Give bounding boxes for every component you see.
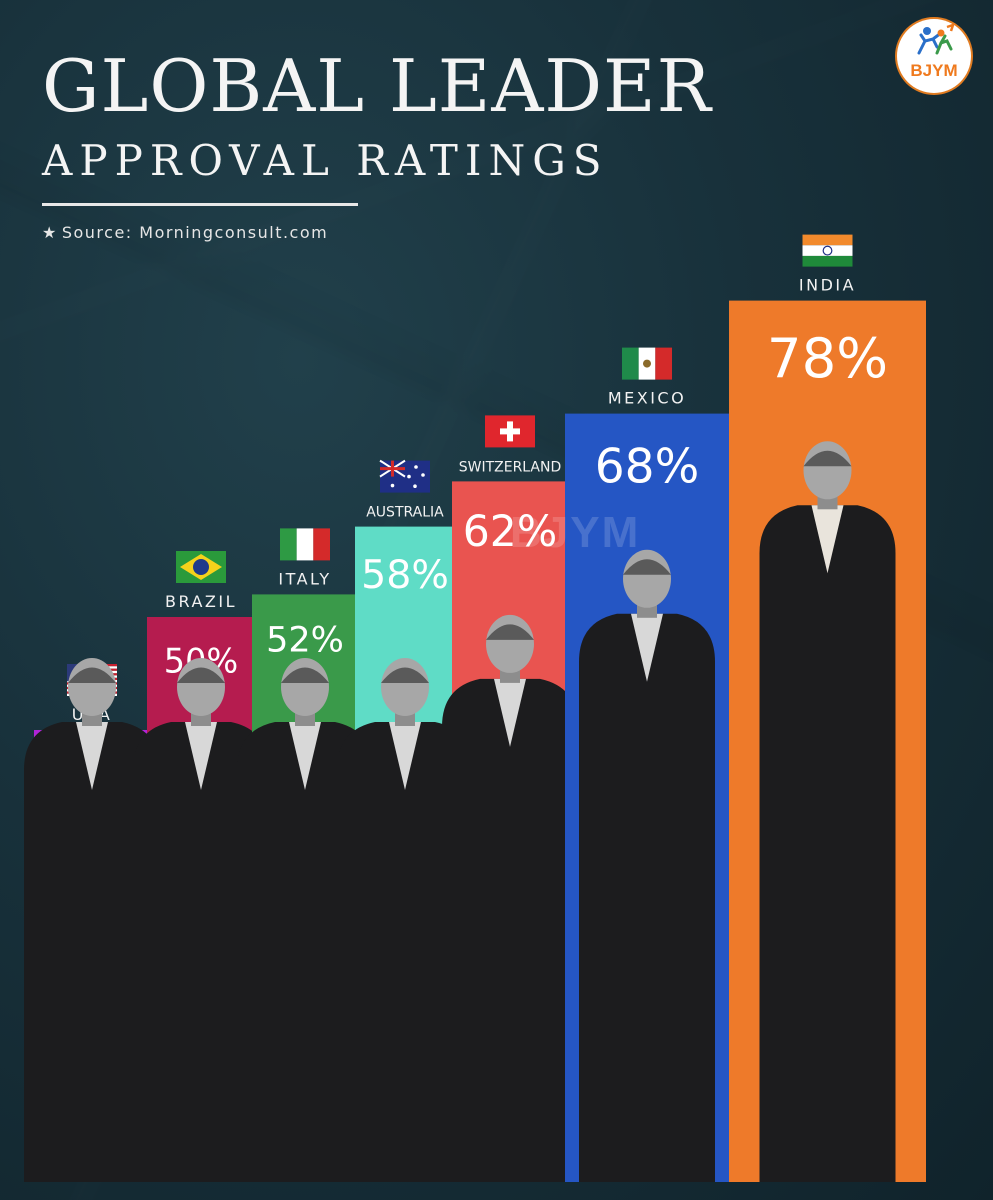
leader-body [337, 722, 473, 1182]
flag-mexico-icon [622, 347, 672, 380]
leader-photo [442, 614, 578, 1182]
category-label-australia: AUSTRALIA [366, 505, 444, 521]
category-label-brazil: BRAZIL [165, 592, 237, 611]
leader-collar [811, 505, 844, 574]
star-icon: ★ [42, 223, 58, 242]
value-label-italy: 52% [266, 620, 344, 660]
category-label-switzerland: SWITZERLAND [459, 459, 562, 475]
page-title: GLOBAL LEADER [42, 44, 712, 128]
leader-hair [803, 450, 852, 467]
page-subtitle: APPROVAL RATINGS [42, 136, 609, 185]
leader-body [24, 722, 160, 1182]
leader-head [381, 658, 429, 716]
leader-hair [381, 667, 429, 683]
leader-hair [486, 624, 534, 640]
leader-photo [579, 549, 715, 1182]
flag-switzerland-icon [485, 415, 535, 448]
leader-photo [133, 658, 269, 1182]
category-label-italy: ITALY [278, 569, 331, 588]
leader-head [623, 549, 671, 608]
flag-australia-icon [379, 459, 430, 493]
leader-head [177, 658, 225, 716]
leader-photo [24, 658, 160, 1182]
leader-body [579, 613, 715, 1182]
category-label-india: INDIA [799, 276, 856, 295]
leader-collar [631, 613, 663, 682]
leader-hair [177, 667, 225, 683]
leader-body [442, 678, 578, 1182]
category-label-mexico: MEXICO [608, 389, 686, 408]
leader-head [281, 658, 329, 716]
source-note: ★ Source: Morningconsult.com [42, 223, 328, 242]
leader-body [759, 505, 896, 1182]
source-text: Source: Morningconsult.com [61, 223, 329, 242]
leader-hair [68, 667, 116, 683]
leader-hair [281, 667, 329, 683]
leader-head [68, 658, 116, 716]
leader-hair [623, 559, 671, 575]
leader-photo [337, 658, 473, 1182]
title-underline [42, 203, 358, 206]
leader-collar [389, 722, 421, 790]
runner-icon [917, 23, 955, 55]
leader-photo [759, 441, 896, 1182]
leader-body [133, 722, 269, 1182]
leader-head [803, 441, 852, 500]
leader-collar [185, 722, 217, 790]
leader-collar [289, 722, 321, 790]
leader-head [486, 614, 534, 673]
value-label-switzerland: 62% [463, 508, 557, 557]
bjym-logo: BJYM [897, 19, 971, 93]
flag-italy-icon [280, 528, 330, 561]
value-label-mexico: 68% [595, 440, 699, 495]
value-label-india: 78% [767, 326, 888, 390]
leader-collar [76, 722, 108, 790]
flag-brazil-icon [176, 551, 226, 583]
flag-india-icon [802, 234, 853, 267]
watermark: BJYM [510, 508, 641, 557]
leader-collar [494, 678, 526, 747]
logo-text: BJYM [910, 61, 958, 80]
value-label-australia: 58% [361, 552, 449, 598]
